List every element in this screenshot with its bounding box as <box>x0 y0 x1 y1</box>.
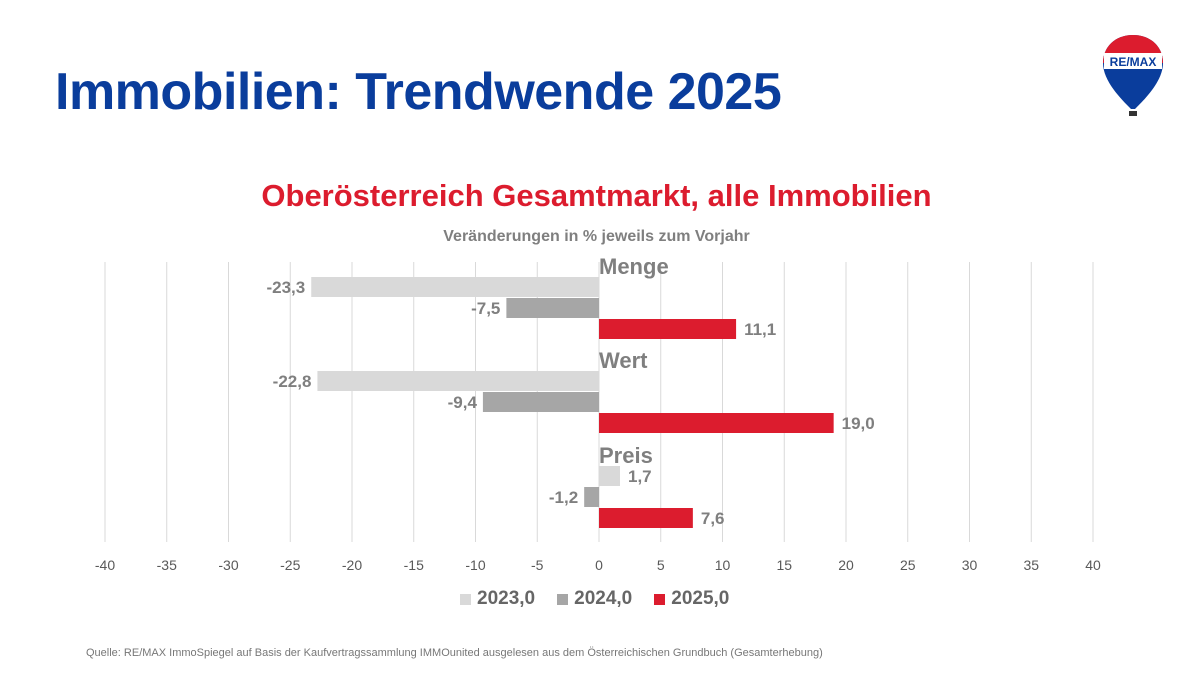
x-tick-label: -5 <box>531 557 544 573</box>
data-label: -9,4 <box>448 393 478 412</box>
x-tick-label: -40 <box>95 557 115 573</box>
data-label: -22,8 <box>273 372 312 391</box>
bar <box>506 298 599 318</box>
x-tick-label: 30 <box>962 557 978 573</box>
x-tick-label: 15 <box>776 557 792 573</box>
legend: 2023,0 2024,0 2025,0 <box>460 588 729 610</box>
bar <box>599 466 620 486</box>
x-tick-label: 40 <box>1085 557 1101 573</box>
bar <box>317 371 599 391</box>
x-tick-label: 20 <box>838 557 854 573</box>
bar <box>599 319 737 339</box>
legend-swatch <box>557 593 569 605</box>
legend-label: 2024,0 <box>574 588 633 609</box>
legend-swatch <box>460 593 471 605</box>
legend-item-2024: 2024,0 <box>557 588 632 610</box>
x-tick-label: 10 <box>715 557 731 573</box>
legend-item-2023: 2023,0 <box>460 588 535 610</box>
data-label: 11,1 <box>744 320 776 339</box>
source-note: Quelle: RE/MAX ImmoSpiegel auf Basis der… <box>86 647 823 659</box>
x-tick-label: -15 <box>404 557 424 573</box>
x-tick-label: 5 <box>657 557 665 573</box>
bar <box>482 392 599 412</box>
svg-text:RE/MAX: RE/MAX <box>1110 55 1157 69</box>
chart-subtitle: Veränderungen in % jeweils zum Vorjahr <box>443 228 750 245</box>
data-label: -1,2 <box>549 488 578 507</box>
data-label: 19,0 <box>842 414 875 433</box>
x-tick-label: -10 <box>465 557 485 573</box>
x-tick-label: 0 <box>595 557 603 573</box>
category-label: Menge <box>599 254 669 279</box>
x-tick-label: 35 <box>1023 557 1039 573</box>
legend-swatch <box>654 593 666 605</box>
x-tick-label: -35 <box>157 557 177 573</box>
chart-title: Oberösterreich Gesamtmarkt, alle Immobil… <box>261 178 932 213</box>
x-tick-label: -25 <box>280 557 300 573</box>
legend-label: 2025,0 <box>671 588 730 609</box>
data-label: -23,3 <box>266 278 305 297</box>
x-tick-label: -20 <box>342 557 362 573</box>
data-label: 1,7 <box>628 467 652 486</box>
bar <box>599 413 834 433</box>
bar <box>584 487 599 507</box>
remax-balloon-logo: RE/MAX <box>1103 35 1163 116</box>
x-tick-label: -30 <box>218 557 238 573</box>
category-label: Preis <box>599 443 653 468</box>
data-label: 7,6 <box>701 509 725 528</box>
page-title: Immobilien: Trendwende 2025 <box>55 63 782 121</box>
x-tick-label: 25 <box>900 557 916 573</box>
category-label: Wert <box>599 348 648 373</box>
bar <box>599 508 693 528</box>
bar <box>311 277 599 297</box>
legend-item-2025: 2025,0 <box>654 588 729 610</box>
data-label: -7,5 <box>471 299 500 318</box>
legend-label: 2023,0 <box>477 588 536 609</box>
